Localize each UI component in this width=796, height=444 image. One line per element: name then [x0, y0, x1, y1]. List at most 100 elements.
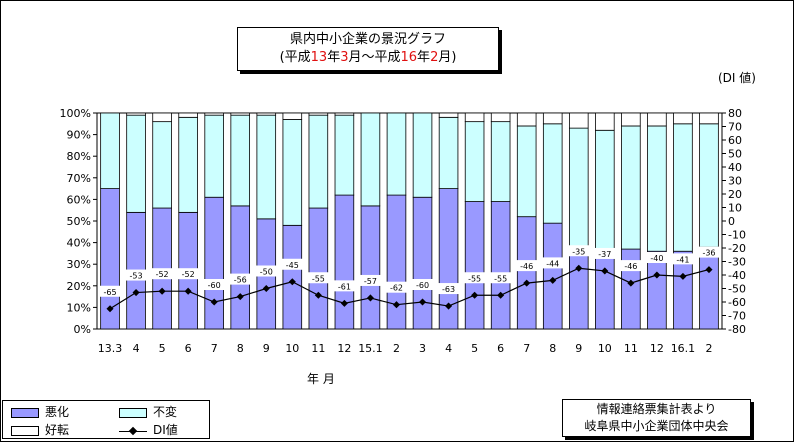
di-point: [679, 272, 687, 280]
x-tick-label: 10: [598, 342, 612, 355]
di-point: [549, 276, 557, 284]
di-data-label: -37: [598, 250, 611, 259]
di-data-label: -63: [442, 285, 455, 294]
right-axis-tick-label: -50: [728, 283, 746, 296]
x-tick-label: 7: [523, 342, 530, 355]
di-label-bg: [411, 279, 434, 290]
di-data-label: -55: [312, 274, 325, 283]
bar-segment-bad: [516, 216, 537, 330]
bar-segment-good: [542, 112, 563, 125]
di-label-bg: [593, 247, 616, 259]
chart-title: 県内中小企業の景況グラフ: [289, 32, 446, 47]
bar-segment-bad: [490, 201, 511, 330]
di-label-bg: [203, 279, 226, 290]
di-label-bg: [515, 260, 538, 272]
bar-segment-good: [178, 112, 198, 118]
left-axis-tick-label: 60%: [67, 193, 91, 206]
di-data-label: -61: [338, 282, 351, 291]
bar-segment-good: [282, 112, 303, 120]
bar-segment-good: [464, 112, 485, 123]
x-tick-label: 5: [159, 342, 166, 355]
right-axis-tick-label: -40: [728, 269, 746, 282]
bar-segment-same: [334, 114, 355, 196]
legend-swatch-same: [119, 407, 147, 418]
di-data-label: -35: [572, 247, 585, 256]
left-axis-tick-label: 0%: [74, 323, 91, 336]
di-data-label: -55: [468, 274, 481, 283]
di-point: [705, 266, 713, 274]
bar-segment-bad: [386, 194, 407, 330]
di-line: [109, 267, 710, 310]
di-point: [366, 294, 374, 302]
di-point: [210, 298, 218, 306]
di-point: [314, 291, 322, 299]
x-tick-label: 15.1: [358, 342, 383, 355]
x-tick-label: 12: [337, 342, 351, 355]
di-data-label: -56: [234, 276, 247, 285]
di-label-bg: [645, 252, 668, 263]
source-note: 情報連絡票集計表より 岐阜県中小企業団体中央会: [562, 399, 751, 437]
di-label-bg: [619, 260, 642, 272]
bar-segment-good: [699, 112, 719, 125]
legend-item-di: DI値: [119, 422, 178, 438]
di-data-label: -36: [702, 249, 715, 258]
bar-segment-same: [308, 114, 329, 209]
di-point: [184, 287, 192, 295]
di-label-bg: [281, 258, 304, 270]
x-tick-label: 2: [705, 342, 712, 355]
di-data-label: -65: [103, 288, 116, 297]
subtitle-part-4: 月〜平成: [348, 50, 401, 65]
bar-segment-same: [282, 119, 303, 226]
source-line-2: 岐阜県中小企業団体中央会: [584, 419, 729, 433]
di-point: [132, 289, 140, 297]
legend-swatch-good: [11, 425, 39, 436]
bar-segment-same: [100, 112, 120, 189]
right-axis-tick-label: 40: [728, 161, 742, 174]
bar-segment-same: [386, 112, 407, 196]
stacked-bar-chart: 0%10%20%30%40%50%60%70%80%90%100% 8070605…: [60, 107, 746, 386]
bar-segment-good: [126, 112, 146, 116]
chart-subtitle: (平成13年3月〜平成16年2月): [238, 49, 498, 67]
subtitle-part-3: 3: [340, 50, 349, 65]
bar-segment-good: [204, 112, 224, 116]
di-data-label: -60: [416, 281, 429, 290]
di-label-bg: [463, 272, 486, 284]
di-point: [497, 291, 505, 299]
left-axis-tick-label: 80%: [67, 150, 91, 163]
x-tick-label: 5: [471, 342, 478, 355]
right-axis-tick-label: -80: [728, 323, 746, 336]
subtitle-part-2: 年: [327, 50, 341, 65]
di-point: [340, 299, 348, 307]
bar-segment-same: [647, 125, 667, 252]
di-point: [418, 298, 427, 306]
x-tick-label: 12: [650, 342, 664, 355]
bar-segment-bad: [204, 196, 224, 330]
x-tick-label: 4: [133, 342, 140, 355]
di-axis-unit: (DI 値): [718, 71, 756, 85]
x-tick-label: 11: [311, 342, 325, 355]
bar-segment-bad: [282, 224, 303, 330]
x-tick-label: 11: [624, 342, 638, 355]
di-label-bg: [697, 246, 720, 258]
di-label-bg: [333, 280, 356, 292]
right-axis-tick-label: 60: [728, 134, 742, 147]
right-axis-tick-label: 30: [728, 175, 742, 188]
bar-segment-same: [595, 129, 615, 254]
di-point: [158, 287, 166, 295]
bar-segment-good: [568, 112, 589, 129]
bar-segment-same: [699, 123, 719, 248]
bar-segment-bad: [412, 196, 433, 330]
bar-segment-same: [438, 116, 459, 189]
di-label-bg: [385, 281, 408, 293]
di-data-label: -52: [156, 270, 169, 279]
subtitle-part-8: 月): [438, 50, 457, 65]
left-axis-tick-label: 50%: [67, 215, 91, 228]
di-data-label: -46: [520, 262, 533, 271]
di-label-bg: [541, 257, 564, 269]
right-axis-tick-label: -60: [728, 296, 746, 309]
subtitle-part-0: (平成: [279, 50, 311, 65]
bar-segment-same: [256, 114, 277, 220]
bar-segment-same: [568, 127, 589, 248]
bar-segment-same: [412, 112, 433, 198]
source-line-1: 情報連絡票集計表より: [596, 402, 717, 416]
